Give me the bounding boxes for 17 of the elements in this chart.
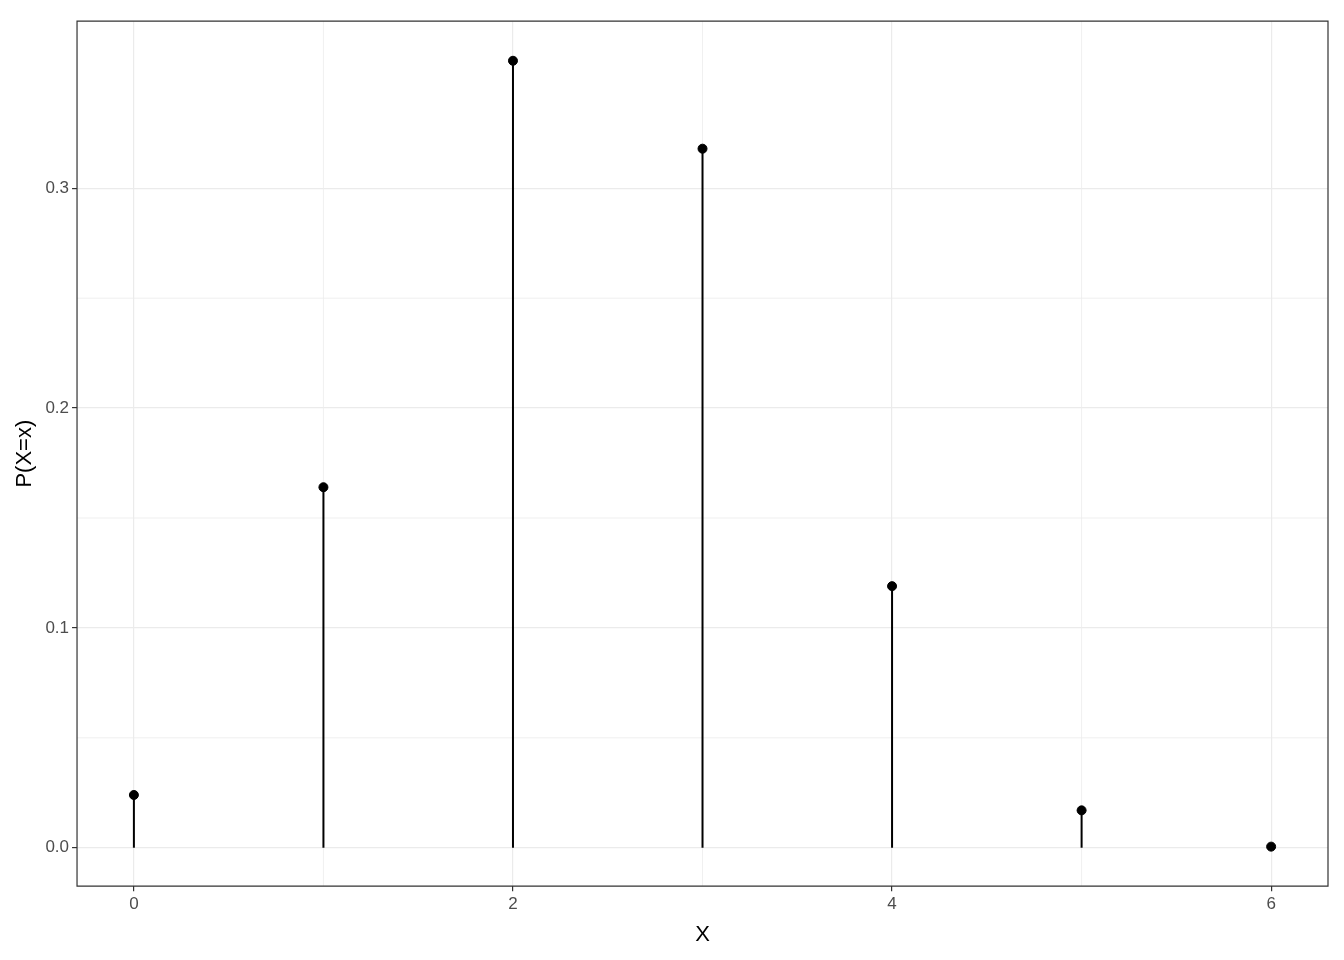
x-tick-label: 0 [129, 894, 139, 914]
y-tick-label: 0.2 [45, 397, 70, 417]
y-axis-title: P(X=x) [11, 419, 37, 488]
y-tick-label: 0.3 [45, 177, 70, 197]
x-tick-label: 2 [508, 894, 518, 914]
y-tick-label: 0.1 [45, 617, 70, 637]
point [887, 581, 898, 592]
x-tick-label: 6 [1266, 894, 1276, 914]
x-tick-label: 4 [887, 894, 897, 914]
point [507, 55, 518, 66]
point [128, 789, 139, 800]
x-axis-title: X [695, 920, 711, 946]
point [1076, 805, 1087, 816]
y-tick-label: 0.0 [45, 837, 70, 857]
point [1266, 841, 1277, 852]
point [318, 482, 329, 493]
point [697, 143, 708, 154]
